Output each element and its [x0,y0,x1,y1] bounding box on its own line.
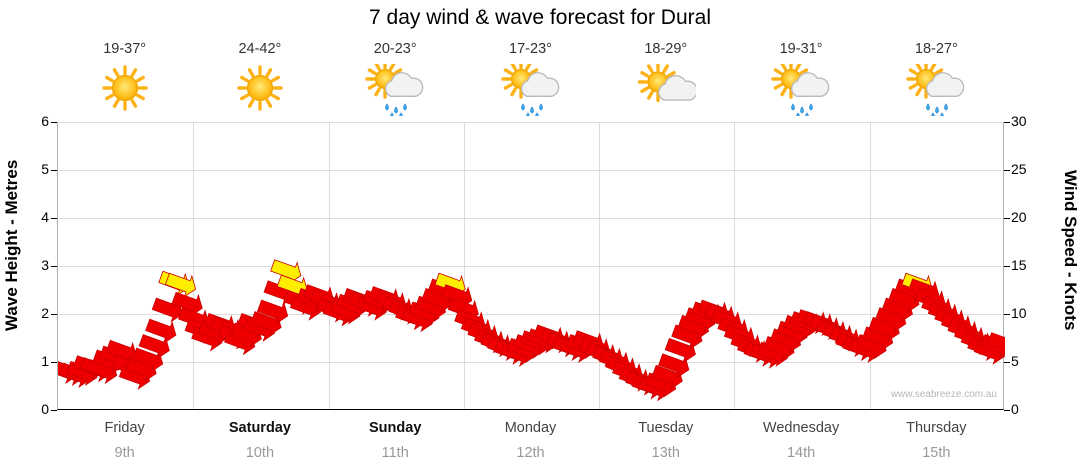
y-tick-right: 25 [1011,161,1027,177]
y-tickmark-left [51,122,57,123]
day-date-label: 11th [381,445,409,461]
y-tick-left: 0 [41,401,49,417]
gridline [58,314,1003,315]
day-date-label: 12th [516,445,545,461]
day-temperature: 17-23° [509,41,552,57]
y-tickmark-left [51,266,57,267]
day-temperature: 20-23° [373,41,417,57]
gridline [58,266,1003,267]
y-tick-right: 10 [1011,305,1027,321]
y-tickmark-right [1004,314,1010,315]
weather-icon-sun-cloud-rain [365,59,425,120]
day-date-label: 9th [114,445,135,461]
day-name-label: Sunday [369,420,422,436]
day-temperature: 19-37° [103,41,147,57]
y-axis-label-right: Wind Speed - Knots [1061,169,1080,331]
weather-icon-sun-cloud [636,61,698,116]
gridline [58,170,1003,171]
watermark: www.seabreeze.com.au [890,389,997,400]
y-tickmark-right [1004,170,1010,171]
y-tickmark-left [51,218,57,219]
weather-icon-sun-cloud-rain [906,59,966,120]
wind-arrow [131,347,164,373]
gridline [58,218,1003,219]
wind-arrow [145,318,177,344]
y-tick-left: 2 [41,305,49,321]
day-date-label: 15th [922,445,951,461]
y-tickmark-right [1004,218,1010,219]
day-divider [193,122,194,409]
wind-arrow [664,337,696,363]
y-tick-right: 20 [1011,209,1027,225]
plot-area: www.seabreeze.com.au [57,122,1005,410]
y-tickmark-left [51,314,57,315]
day-name-label: Thursday [906,420,967,436]
y-tick-left: 1 [41,353,49,369]
gridline [58,122,1003,123]
y-tick-left: 4 [41,209,49,225]
wind-arrow [164,272,197,298]
day-divider [464,122,465,409]
day-temperature: 18-29° [644,41,688,57]
wind-arrow-series [58,259,1005,402]
day-temperature: 19-31° [779,41,823,57]
day-temperature: 24-42° [238,41,282,57]
y-tickmark-left [51,410,57,411]
day-temperature: 18-27° [914,41,958,57]
day-divider [599,122,600,409]
wind-arrow [658,353,690,379]
y-tickmark-left [51,170,57,171]
wind-arrow [138,334,170,360]
day-name-label: Monday [504,420,557,436]
gridline [58,362,1003,363]
y-tick-right: 0 [1011,401,1019,417]
day-divider [329,122,330,409]
y-tickmark-right [1004,122,1010,123]
day-name-label: Friday [104,420,145,436]
day-name-label: Tuesday [638,420,694,436]
chart-title: 7 day wind & wave forecast for Dural [369,6,711,29]
y-tick-right: 15 [1011,257,1027,273]
weather-icon-sunny [230,64,290,116]
wind-arrow [171,291,203,317]
y-tick-left: 3 [41,257,49,273]
y-tick-left: 6 [41,113,49,129]
y-tickmark-right [1004,410,1010,411]
y-tickmark-left [51,362,57,363]
y-tick-left: 5 [41,161,49,177]
y-tick-right: 30 [1011,113,1027,129]
wind-arrow [270,259,302,285]
day-name-label: Saturday [228,420,291,436]
weather-icon-sun-cloud-rain [771,59,831,120]
day-name-label: Wednesday [762,420,840,436]
weather-icon-sunny [95,64,155,116]
day-date-label: 14th [786,445,816,461]
day-date-label: 10th [245,445,275,461]
y-tick-right: 5 [1011,353,1019,369]
wind-arrow [256,299,289,325]
day-date-label: 13th [651,445,680,461]
day-divider [734,122,735,409]
wind-arrow [986,332,1005,358]
day-divider [870,122,871,409]
weather-icon-sun-cloud-rain [500,59,561,120]
y-tickmark-right [1004,266,1010,267]
y-tickmark-right [1004,362,1010,363]
